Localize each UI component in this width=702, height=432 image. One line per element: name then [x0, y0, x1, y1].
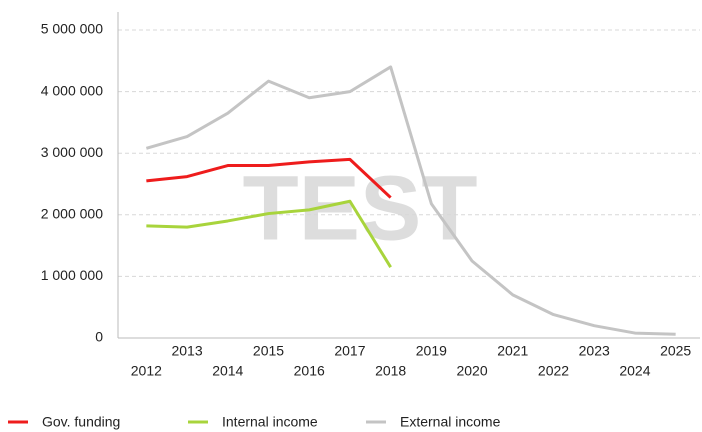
x-tick-label: 2024	[619, 363, 650, 379]
x-tick-label: 2017	[334, 343, 365, 359]
x-tick-label: 2021	[497, 343, 528, 359]
x-tick-label: 2012	[131, 363, 162, 379]
y-tick-label: 5 000 000	[41, 21, 103, 37]
x-tick-label: 2025	[660, 343, 691, 359]
x-tick-label: 2022	[538, 363, 569, 379]
x-tick-label: 2019	[416, 343, 447, 359]
line-series	[146, 199, 392, 268]
legend-label: External income	[400, 414, 501, 430]
x-tick-label: 2013	[171, 343, 202, 359]
watermark: TEST	[242, 157, 477, 259]
x-tick-label: 2020	[456, 363, 487, 379]
y-tick-label: 1 000 000	[41, 267, 103, 283]
x-tick-label: 2016	[294, 363, 325, 379]
x-tick-label: 2018	[375, 363, 406, 379]
legend-label: Gov. funding	[42, 414, 120, 430]
y-tick-label: 2 000 000	[41, 206, 103, 222]
x-tick-label: 2015	[253, 343, 284, 359]
line-series	[145, 65, 676, 336]
x-tick-label: 2014	[212, 363, 243, 379]
y-tick-label: 3 000 000	[41, 144, 103, 160]
legend-label: Internal income	[222, 414, 318, 430]
line-series	[146, 157, 392, 199]
y-tick-label: 4 000 000	[41, 82, 103, 98]
x-tick-label: 2023	[579, 343, 610, 359]
y-tick-label: 0	[95, 329, 103, 345]
